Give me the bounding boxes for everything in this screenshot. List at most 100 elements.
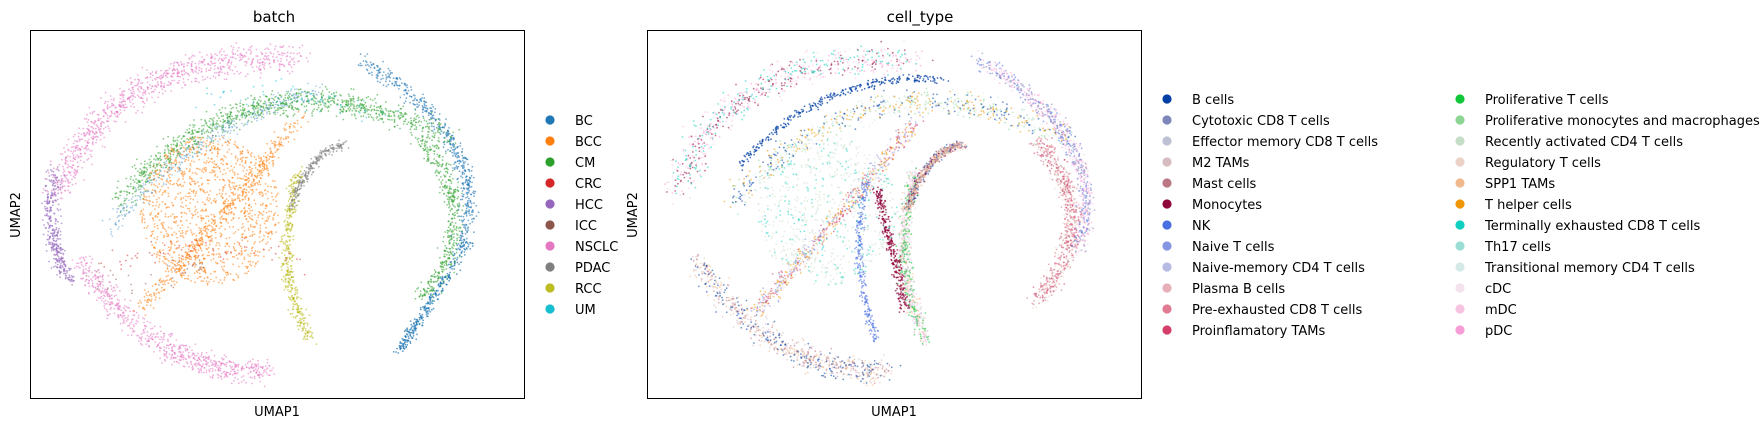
scatter-point — [140, 87, 143, 90]
scatter-point — [108, 116, 111, 118]
scatter-point — [250, 45, 253, 48]
scatter-point — [278, 68, 281, 70]
scatter-point — [426, 125, 429, 128]
scatter-point — [412, 124, 414, 126]
scatter-point — [60, 256, 63, 259]
scatter-point — [250, 94, 253, 97]
scatter-point — [90, 261, 93, 264]
scatter-point — [452, 258, 455, 260]
scatter-point — [225, 198, 228, 201]
scatter-point — [273, 99, 276, 101]
scatter-point — [424, 306, 426, 308]
scatter-point — [229, 104, 232, 106]
scatter-point — [418, 101, 421, 104]
scatter-point — [399, 78, 402, 81]
scatter-point — [127, 306, 130, 309]
scatter-point — [51, 228, 54, 231]
scatter-point — [410, 323, 413, 326]
scatter-point — [47, 243, 50, 245]
scatter-point — [466, 193, 469, 196]
scatter-point — [418, 295, 421, 298]
scatter-point — [457, 165, 460, 168]
scatter-point — [350, 104, 352, 107]
scatter-point — [46, 221, 49, 224]
scatter-point — [175, 159, 177, 162]
scatter-point — [453, 268, 456, 270]
scatter-point — [272, 53, 275, 55]
scatter-point — [209, 131, 212, 134]
scatter-point — [413, 322, 415, 324]
scatter-point — [53, 191, 56, 194]
scatter-point — [82, 265, 85, 268]
scatter-point — [365, 96, 368, 99]
scatter-point — [167, 135, 170, 138]
scatter-point — [188, 74, 191, 77]
scatter-point — [223, 276, 226, 279]
scatter-point — [154, 78, 157, 81]
scatter-point — [444, 184, 446, 187]
scatter-point — [397, 352, 400, 354]
scatter-point — [140, 97, 143, 100]
scatter-point — [275, 56, 278, 58]
scatter-point — [449, 266, 451, 269]
scatter-point — [288, 72, 291, 75]
scatter-point — [128, 192, 131, 195]
scatter-point — [225, 355, 228, 358]
scatter-point — [426, 315, 428, 317]
scatter-point — [472, 176, 475, 179]
scatter-point — [182, 175, 185, 178]
scatter-point — [403, 102, 406, 104]
scatter-point — [430, 122, 433, 124]
scatter-point — [109, 301, 112, 304]
scatter-point — [440, 292, 443, 295]
scatter-point — [359, 62, 362, 65]
scatter-point — [151, 79, 154, 82]
scatter-point — [76, 171, 78, 173]
scatter-point — [119, 314, 122, 316]
scatter-point — [257, 67, 260, 69]
scatter-point — [146, 81, 149, 84]
scatter-point — [220, 378, 223, 380]
scatter-point — [186, 129, 188, 131]
scatter-point — [278, 94, 281, 96]
scatter-point — [149, 321, 151, 324]
scatter-point — [361, 64, 363, 67]
scatter-point — [440, 176, 442, 178]
scatter-point — [255, 365, 258, 368]
scatter-point — [147, 88, 149, 90]
scatter-point — [198, 158, 201, 161]
scatter-point — [94, 290, 97, 293]
scatter-point — [63, 174, 66, 177]
scatter-point — [182, 356, 185, 359]
scatter-point — [242, 156, 245, 159]
scatter-point — [239, 109, 242, 111]
scatter-point — [422, 117, 425, 119]
scatter-point — [193, 55, 196, 57]
scatter-point — [219, 259, 222, 262]
scatter-point — [471, 213, 473, 216]
scatter-point — [122, 314, 124, 317]
scatter-point — [158, 162, 161, 165]
scatter-point — [453, 261, 456, 264]
scatter-point — [474, 190, 477, 193]
scatter-point — [161, 85, 163, 88]
scatter-point — [230, 45, 233, 48]
scatter-point — [376, 66, 379, 68]
scatter-point — [46, 189, 49, 192]
scatter-point — [211, 368, 214, 370]
scatter-point — [437, 147, 440, 150]
scatter-point — [237, 158, 239, 160]
scatter-point — [85, 117, 88, 120]
scatter-point — [175, 220, 178, 223]
scatter-point — [243, 108, 246, 111]
scatter-point — [238, 73, 240, 75]
scatter-point — [451, 148, 454, 151]
scatter-point — [52, 174, 55, 177]
scatter-point — [123, 106, 126, 109]
scatter-point — [255, 107, 257, 110]
scatter-point — [387, 67, 390, 70]
scatter-point — [456, 189, 459, 191]
scatter-point — [144, 327, 147, 330]
scatter-point — [277, 50, 279, 53]
scatter-point — [242, 226, 245, 228]
